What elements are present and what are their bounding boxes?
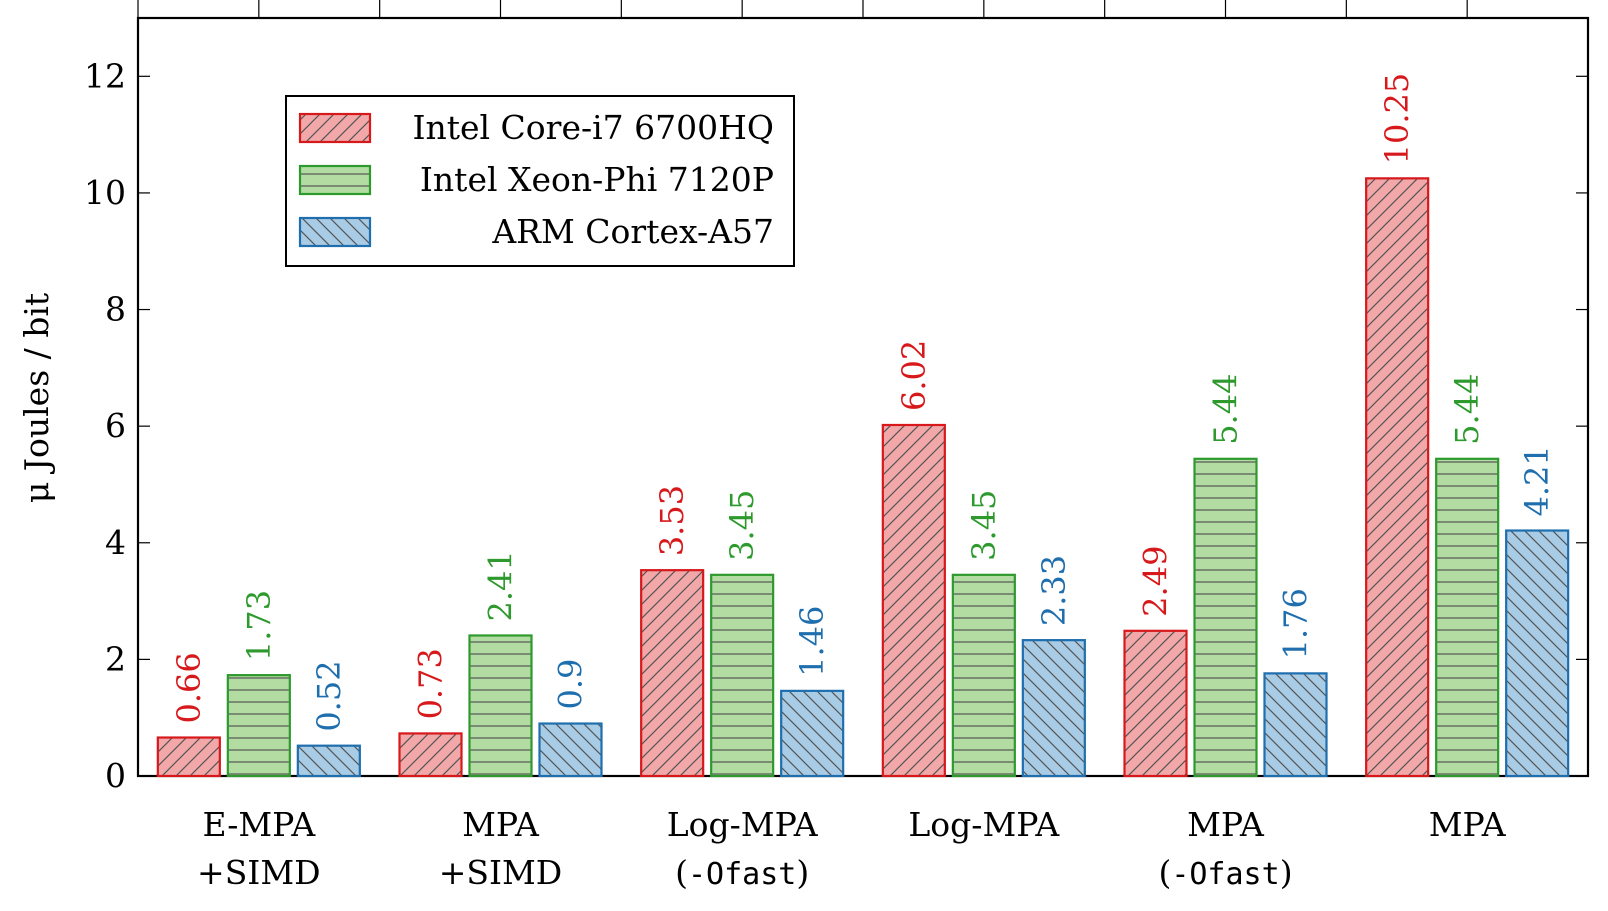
bar [710,573,775,778]
category-label: MPA [1187,805,1265,844]
bar-value-label: 2.33 [1035,555,1073,626]
bar [1435,457,1500,778]
bar-value-label: 3.45 [965,490,1003,561]
y-tick-label: 12 [84,56,126,95]
bar-value-label: 0.52 [310,660,348,731]
bar-value-label: 1.46 [793,606,831,677]
bar-value-label: 2.49 [1137,546,1175,617]
value-labels: 0.66 1.73 0.52 0.73 2.41 0.9 3.53 3.45 1.46 6.02 3… [170,73,1556,732]
legend-entry: Intel Core-i7 6700HQ [412,108,774,147]
bar [1263,672,1328,778]
legend-entry: Intel Xeon-Phi 7120P [420,160,774,199]
category-labels: E-MPA +SIMD MPA +SIMD Log-MPA (-Ofast) Log-MPA… [197,805,1507,892]
bar-value-label: 0.9 [552,659,590,710]
legend-swatch [298,112,372,144]
legend: Intel Core-i7 6700HQ Intel Xeon-Phi 7120P… [285,95,795,267]
bar-value-label: 3.53 [653,485,691,556]
bars [156,177,1570,778]
bar [156,736,221,778]
category-label: E-MPA [203,805,317,844]
bar-value-label: 1.73 [240,590,278,661]
axes: 0 2 4 6 8 10 12 [84,0,1590,795]
bar-value-label: 2.41 [482,550,520,621]
bar-value-label: 0.73 [412,648,450,719]
category-label: Log-MPA [667,805,819,844]
bar [1505,529,1570,778]
bar-value-label: 5.44 [1448,374,1486,445]
bar-value-label: 4.21 [1518,445,1556,516]
bar-value-label: 5.44 [1207,374,1245,445]
bar-value-label: 10.25 [1378,73,1416,165]
bar-value-label: 0.66 [170,652,208,723]
bar [1193,457,1258,778]
bar [468,634,533,778]
bar [226,674,291,778]
bar [1365,177,1430,778]
bar-value-label: 3.45 [723,490,761,561]
y-tick-label: 2 [105,639,126,678]
y-tick-label: 6 [105,406,126,445]
category-label: +SIMD [197,853,321,892]
y-tick-label: 4 [105,523,126,562]
bar [398,732,463,778]
bar [780,689,845,778]
bar [538,722,603,778]
legend-swatch [298,164,372,196]
bar-value-label: 1.76 [1277,588,1315,659]
category-label: Log-MPA [908,805,1060,844]
bar [951,573,1016,778]
y-axis-label: μ Joules / bit [17,293,56,503]
bar [640,569,705,778]
bar [296,744,361,778]
category-label: (-Ofast) [675,853,809,892]
category-label: (-Ofast) [1158,853,1292,892]
legend-entry: ARM Cortex-A57 [491,212,774,251]
bar-value-label: 6.02 [895,340,933,411]
bar [1021,639,1086,778]
category-label: MPA [1429,805,1507,844]
category-label: MPA [462,805,540,844]
legend-swatch [298,216,372,248]
category-label: +SIMD [439,853,563,892]
bar [1123,629,1188,778]
y-tick-label: 8 [105,290,126,329]
bar [881,423,946,778]
y-tick-label: 0 [105,756,126,795]
y-tick-label: 10 [84,173,126,212]
